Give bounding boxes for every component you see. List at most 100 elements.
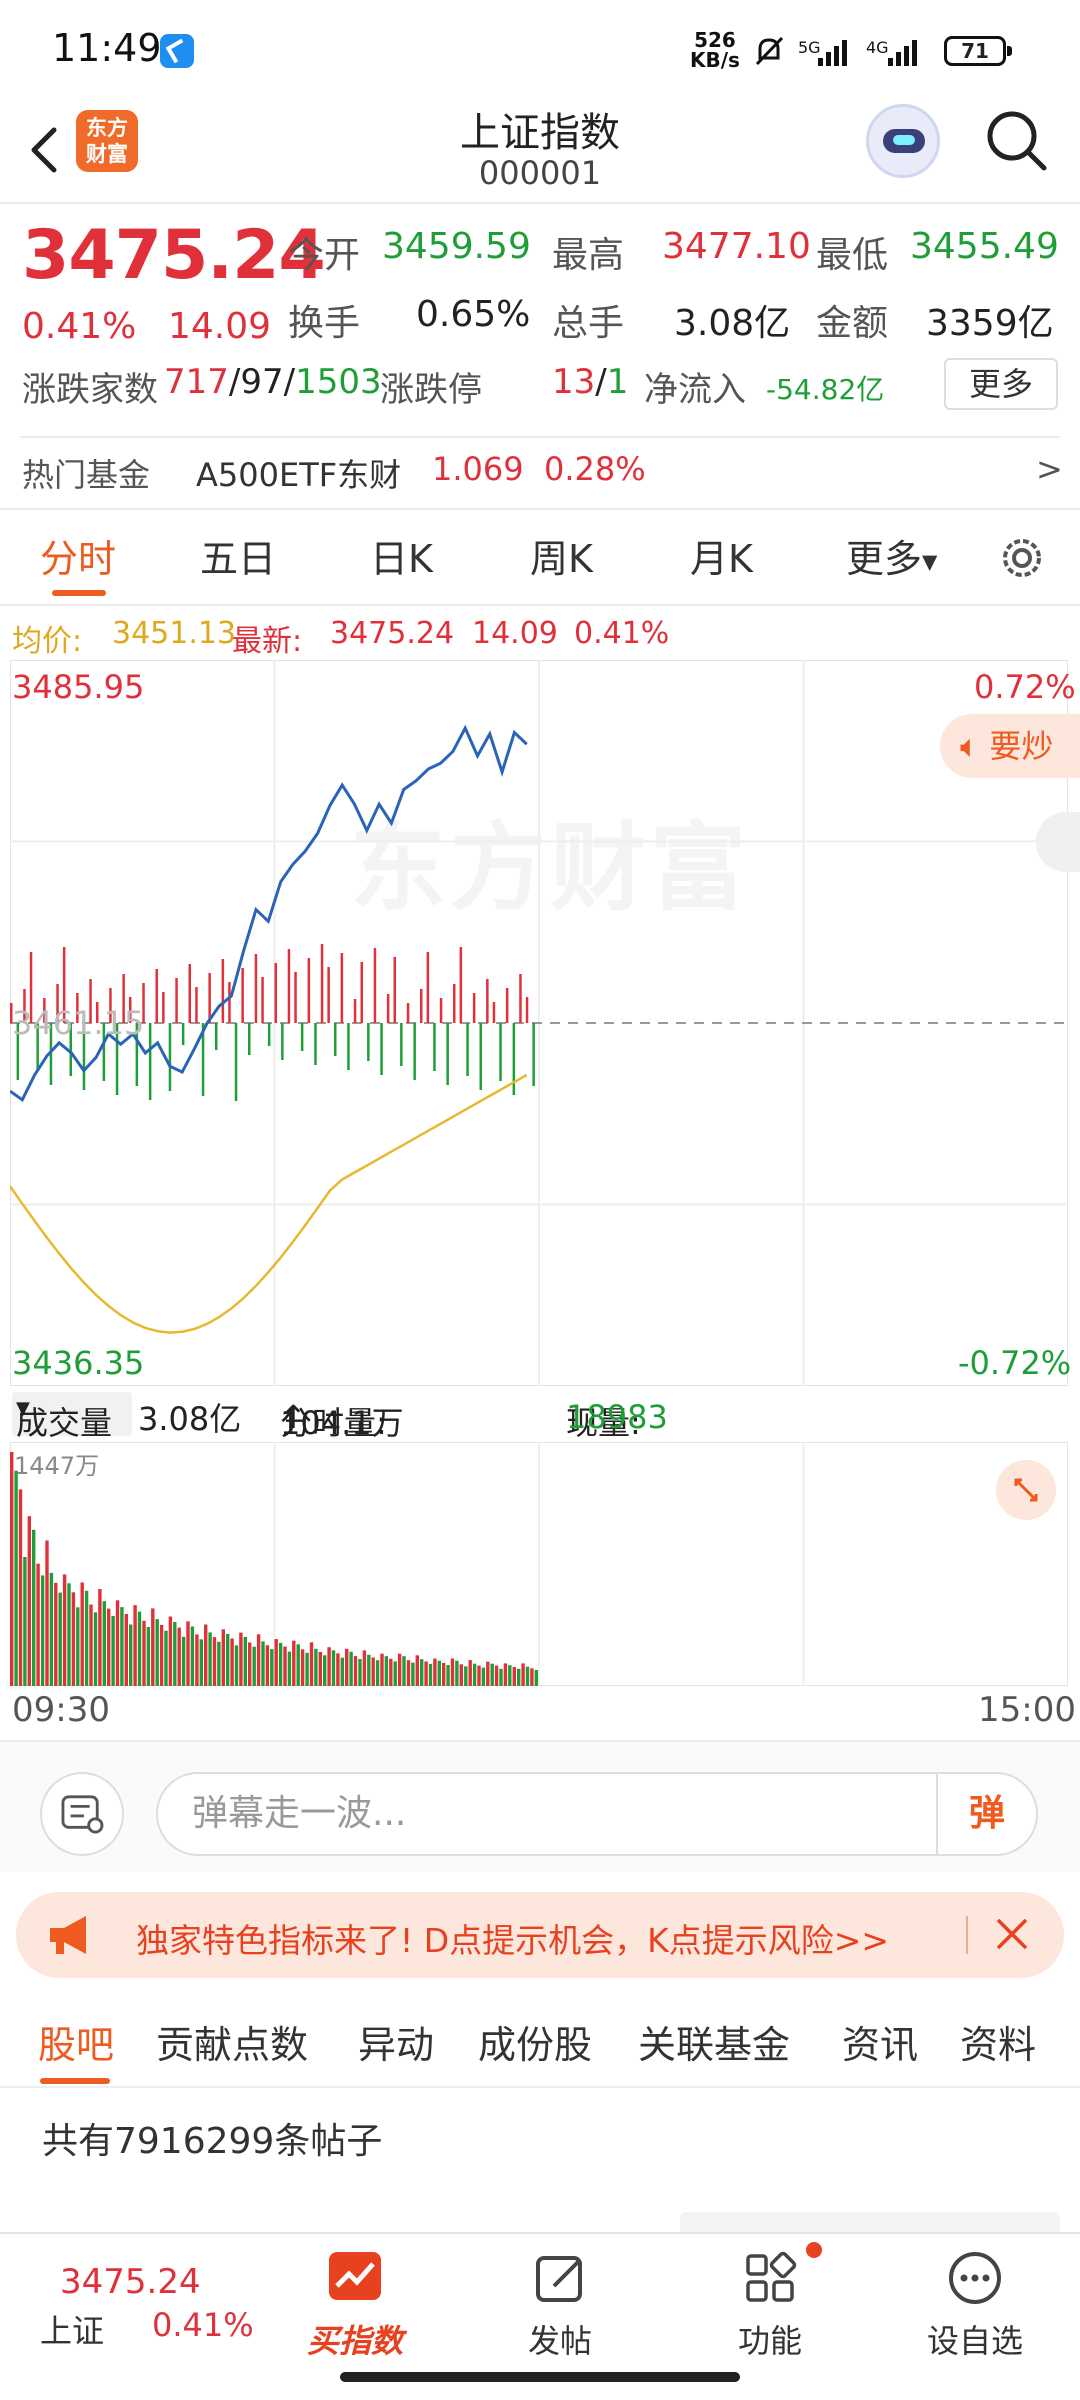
more-button[interactable]: 更多 [944, 358, 1058, 410]
latest-label: 最新: [232, 624, 303, 659]
volume-bar [124, 1614, 128, 1686]
volume-bar [486, 1661, 490, 1686]
volume-bar [433, 1658, 437, 1686]
tick-bar [347, 1023, 350, 1070]
volume-label-text: 成交量 [16, 1404, 113, 1442]
nav-index-quote[interactable]: 3475.24 上证 0.41% [30, 2234, 254, 2358]
hot-fund-price: 1.069 [432, 450, 524, 488]
indicator-select[interactable] [12, 1392, 132, 1436]
price-chart[interactable] [10, 660, 1068, 1386]
breadth-flat: 97 [240, 362, 284, 402]
tab-guba[interactable]: 股吧 [38, 2023, 115, 2067]
signal2-icon [888, 36, 917, 66]
tick-bar [446, 1023, 449, 1085]
danmu-settings-icon[interactable] [40, 1772, 124, 1856]
volume-bar [517, 1668, 521, 1686]
limit-up: 13 [552, 362, 596, 402]
tab-more[interactable]: 更多▼ [846, 528, 937, 583]
status-bar: 11:49 526 KB/s 5G 4G 71 [0, 0, 1080, 100]
volume-bar [84, 1590, 89, 1686]
volume-bar [340, 1657, 344, 1686]
volume-chart[interactable] [10, 1442, 1068, 1686]
assistant-avatar-icon[interactable] [866, 104, 940, 178]
tab-constituents[interactable]: 成份股 [478, 2023, 593, 2067]
volume-bar [208, 1632, 212, 1686]
nav-buy-index[interactable]: 买指数 [290, 2234, 420, 2360]
volume-bar [428, 1663, 433, 1686]
volume-bar [265, 1645, 270, 1686]
nav-functions-label: 功能 [737, 2322, 802, 2360]
gear-icon[interactable] [996, 532, 1048, 584]
y-axis-mid-label: 3461.15 [12, 1004, 145, 1042]
expand-icon[interactable] [996, 1460, 1056, 1520]
volume-bar [221, 1629, 225, 1686]
hot-fund-row[interactable]: 热门基金 A500ETF东财 1.069 0.28% > [0, 438, 1080, 508]
volume-summary: 成交量 ▼ 3.08亿 分时量: 104.1万 ↑ 现量: 18983 [0, 1390, 1080, 1442]
nav-functions[interactable]: 功能 [710, 2234, 830, 2360]
nav-watchlist[interactable]: 设自选 [910, 2234, 1040, 2360]
volume-bar [76, 1607, 80, 1686]
volume-bar [168, 1616, 173, 1686]
volume-bar [270, 1649, 274, 1686]
volume-bar [129, 1624, 133, 1686]
volume-bar [499, 1668, 503, 1686]
volume-bar [243, 1636, 247, 1686]
search-icon[interactable] [984, 108, 1050, 174]
trend-chart-icon [329, 2252, 381, 2300]
breadth-label: 涨跌家数 [22, 370, 158, 410]
tick-bar [386, 994, 390, 1023]
tick-bar [373, 948, 377, 1023]
volume-bar [133, 1605, 137, 1686]
tab-daily-k[interactable]: 日K [370, 537, 433, 581]
volume-bar [420, 1659, 424, 1686]
back-icon[interactable] [24, 120, 64, 180]
volume-bar [199, 1639, 203, 1686]
volume-bar [248, 1642, 252, 1686]
volume-bar [512, 1667, 516, 1686]
volume-bar [397, 1653, 402, 1686]
volume-bar [389, 1658, 393, 1686]
nav-post[interactable]: 发帖 [500, 2234, 620, 2360]
volume-bar [159, 1624, 164, 1686]
tick-bar [327, 967, 330, 1023]
tick-bar [36, 1023, 39, 1071]
low-label: 最低 [816, 235, 889, 276]
tab-monthly-k[interactable]: 月K [690, 537, 753, 581]
tick-bar [400, 1023, 403, 1066]
volume-bar [521, 1663, 525, 1686]
volume-bar [349, 1651, 353, 1686]
tab-five-day[interactable]: 五日 [200, 537, 277, 581]
tab-intraday[interactable]: 分时 [40, 537, 117, 581]
volume-bar [481, 1667, 486, 1686]
tab-contribution[interactable]: 贡献点数 [156, 2023, 309, 2067]
voice-broadcast-button[interactable]: 🔈︎ 要炒 [940, 714, 1080, 778]
tab-news[interactable]: 资讯 [842, 2023, 919, 2067]
latest-value: 3475.24 [330, 616, 455, 651]
danmu-input[interactable]: 弹幕走一波... 弹 [156, 1772, 1038, 1856]
promo-banner[interactable]: 独家特色指标来了! D点提示机会，K点提示风险>> [16, 1892, 1064, 1978]
volume-bar [331, 1650, 336, 1686]
tab-profile[interactable]: 资料 [960, 2023, 1037, 2067]
tab-related-funds[interactable]: 关联基金 [638, 2023, 791, 2067]
avg-value: 3451.13 [112, 616, 237, 651]
breadth-sep: / [283, 362, 296, 402]
danmu-send-button[interactable]: 弹 [936, 1774, 1036, 1854]
tab-weekly-k[interactable]: 周K [530, 537, 593, 581]
volume-bar [305, 1652, 309, 1686]
volume-bar [530, 1668, 534, 1686]
volume-bar [525, 1666, 530, 1686]
tick-bar [129, 997, 132, 1023]
pct-top-label: 0.72% [974, 668, 1076, 706]
breadth-down: 1503 [295, 362, 382, 402]
low-value: 3455.49 [910, 226, 1059, 267]
netflow-label: 净流入 [644, 370, 746, 410]
tick-bar [334, 1023, 337, 1056]
side-panel-tab[interactable] [1036, 812, 1080, 872]
y-axis-bottom-label: 3436.35 [12, 1344, 145, 1382]
volume-bar [446, 1665, 450, 1686]
volume-bar [58, 1592, 62, 1686]
latest-change: 14.09 [472, 616, 558, 651]
close-icon[interactable] [992, 1914, 1032, 1954]
tick-bar [155, 969, 158, 1023]
tab-movement[interactable]: 异动 [358, 2023, 435, 2067]
